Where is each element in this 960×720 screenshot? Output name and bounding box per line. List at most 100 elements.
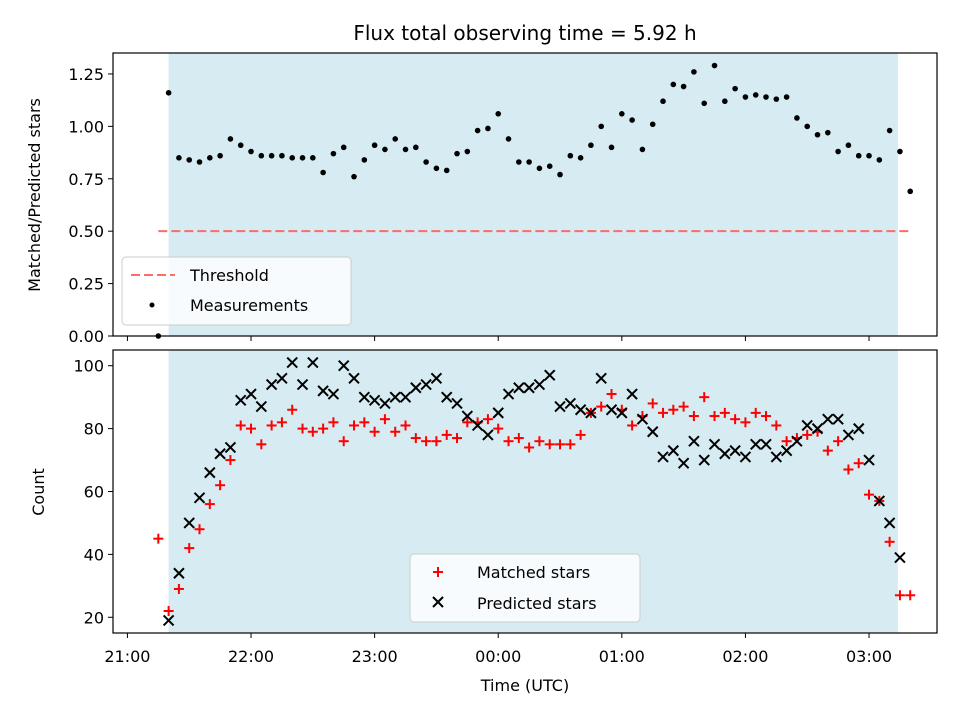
measurement-point bbox=[742, 94, 749, 100]
top-x-axis-ticks bbox=[126, 336, 870, 341]
predicted-star-d2 bbox=[399, 391, 412, 403]
predicted-star-d2 bbox=[368, 394, 381, 407]
predicted-star-marker bbox=[235, 394, 247, 407]
predicted-star-d2 bbox=[636, 413, 649, 425]
predicted-star-d2 bbox=[502, 388, 515, 400]
predicted-star-d2 bbox=[183, 517, 195, 529]
top-panel-marks bbox=[155, 62, 914, 339]
matched-star-marker bbox=[730, 414, 741, 425]
matched-star-marker bbox=[688, 411, 699, 422]
predicted-star-marker bbox=[451, 397, 463, 410]
predicted-star-d2 bbox=[482, 429, 494, 441]
measurement-point bbox=[886, 127, 893, 134]
matched-star-marker bbox=[163, 605, 174, 616]
predicted-star-d2 bbox=[224, 441, 237, 454]
predicted-star-marker bbox=[564, 397, 577, 410]
predicted-star-marker bbox=[636, 413, 649, 425]
predicted-star-d2 bbox=[811, 422, 824, 435]
predicted-star-marker bbox=[657, 451, 669, 463]
matched-star-marker bbox=[297, 423, 308, 434]
predicted-star-d2 bbox=[523, 382, 535, 394]
y-tick-label: 0.00 bbox=[68, 327, 104, 346]
predicted-star-marker bbox=[296, 378, 309, 391]
predicted-star-d2 bbox=[544, 369, 556, 381]
measurement-point bbox=[649, 121, 656, 128]
measurement-point bbox=[207, 155, 213, 161]
predicted-star-d2 bbox=[389, 391, 401, 403]
predicted-star-d2 bbox=[430, 372, 443, 385]
matched-star-marker bbox=[184, 543, 195, 554]
predicted-star-marker bbox=[245, 388, 257, 400]
measurement-point bbox=[402, 146, 409, 153]
measurement-point bbox=[258, 152, 265, 159]
measurement-point bbox=[279, 152, 285, 159]
measurement-point bbox=[794, 115, 800, 121]
predicted-star-marker bbox=[338, 360, 350, 372]
predicted-star-marker bbox=[801, 419, 813, 432]
predicted-star-d2 bbox=[657, 451, 669, 463]
predicted-star-marker bbox=[224, 441, 237, 454]
predicted-star-d2 bbox=[873, 495, 886, 507]
predicted-star-marker bbox=[822, 413, 834, 425]
predicted-star-marker bbox=[544, 369, 556, 381]
measurement-point bbox=[660, 98, 666, 105]
measurement-point bbox=[464, 148, 471, 155]
predicted-star-d2 bbox=[379, 397, 391, 410]
predicted-star-marker bbox=[585, 407, 597, 419]
measurement-point bbox=[670, 81, 677, 88]
matched-star-marker bbox=[276, 417, 287, 428]
measurement-point bbox=[557, 171, 563, 178]
measurement-point bbox=[196, 159, 203, 165]
predicted-star-marker bbox=[317, 385, 329, 397]
predicted-star-marker bbox=[780, 444, 793, 457]
predicted-star-marker bbox=[791, 435, 803, 447]
matched-star-marker bbox=[194, 524, 205, 535]
measurement-point bbox=[227, 136, 234, 142]
matched-star-marker bbox=[544, 439, 555, 450]
predicted-star-d2 bbox=[533, 378, 546, 391]
bottom-x-axis-ticks: 21:00 22:00 23:00 00:00 01:00 02:00 03:00 bbox=[104, 633, 892, 666]
y-tick-label: 0.75 bbox=[68, 170, 104, 189]
legend-predicted-swatch bbox=[432, 596, 444, 608]
measurement-point bbox=[454, 150, 460, 157]
x-tick-label: 21:00 bbox=[104, 647, 150, 666]
predicted-star-marker bbox=[441, 391, 453, 403]
matched-star-marker bbox=[400, 420, 411, 431]
matched-star-marker bbox=[719, 407, 730, 418]
measurement-point bbox=[876, 157, 883, 163]
predicted-star-d2 bbox=[235, 394, 247, 407]
predicted-star-marker bbox=[286, 356, 298, 369]
matched-star-marker bbox=[173, 583, 184, 594]
measurement-point bbox=[371, 142, 378, 149]
measurement-point bbox=[639, 146, 646, 153]
matched-star-marker bbox=[431, 436, 442, 447]
measurement-point bbox=[701, 100, 708, 107]
measurement-point bbox=[176, 155, 182, 161]
predicted-star-marker bbox=[368, 394, 381, 407]
x-tick-label: 02:00 bbox=[722, 647, 768, 666]
matched-star-marker bbox=[513, 433, 524, 444]
measurement-point bbox=[413, 144, 419, 151]
measurement-point bbox=[722, 98, 728, 105]
predicted-star-d2 bbox=[780, 444, 793, 457]
y-tick-label: 0.50 bbox=[68, 222, 104, 241]
predicted-star-marker bbox=[616, 407, 628, 419]
x-tick-label: 01:00 bbox=[599, 647, 645, 666]
matched-star-marker bbox=[452, 433, 463, 444]
matched-star-marker bbox=[421, 436, 432, 447]
predicted-star-d2 bbox=[822, 413, 834, 425]
y-tick-label: 100 bbox=[73, 357, 104, 376]
predicted-star-d2 bbox=[729, 444, 741, 457]
predicted-star-d2 bbox=[688, 435, 700, 447]
predicted-star-d2 bbox=[471, 419, 484, 432]
measurement-point bbox=[588, 142, 594, 149]
x-tick-label: 23:00 bbox=[352, 647, 398, 666]
matched-star-marker bbox=[575, 429, 586, 440]
predicted-star-d2 bbox=[564, 397, 577, 410]
predicted-star-marker bbox=[214, 448, 226, 460]
measurement-point bbox=[907, 188, 914, 195]
y-tick-label: 0.25 bbox=[68, 275, 104, 294]
predicted-star-d2 bbox=[245, 388, 257, 400]
matched-star-marker bbox=[266, 420, 277, 431]
predicted-star-marker bbox=[471, 419, 484, 432]
